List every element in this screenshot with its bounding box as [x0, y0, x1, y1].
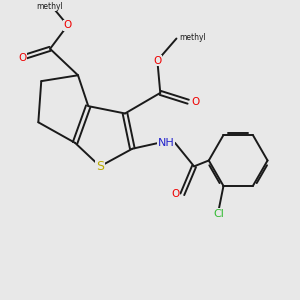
Text: NH: NH [158, 138, 175, 148]
Text: O: O [171, 189, 179, 199]
Text: O: O [18, 52, 26, 63]
Text: O: O [64, 20, 72, 30]
Text: O: O [191, 97, 200, 107]
Text: methyl: methyl [37, 2, 64, 11]
Text: S: S [96, 160, 104, 173]
Text: O: O [153, 56, 161, 66]
Text: Cl: Cl [214, 209, 224, 219]
Text: methyl: methyl [179, 33, 206, 42]
